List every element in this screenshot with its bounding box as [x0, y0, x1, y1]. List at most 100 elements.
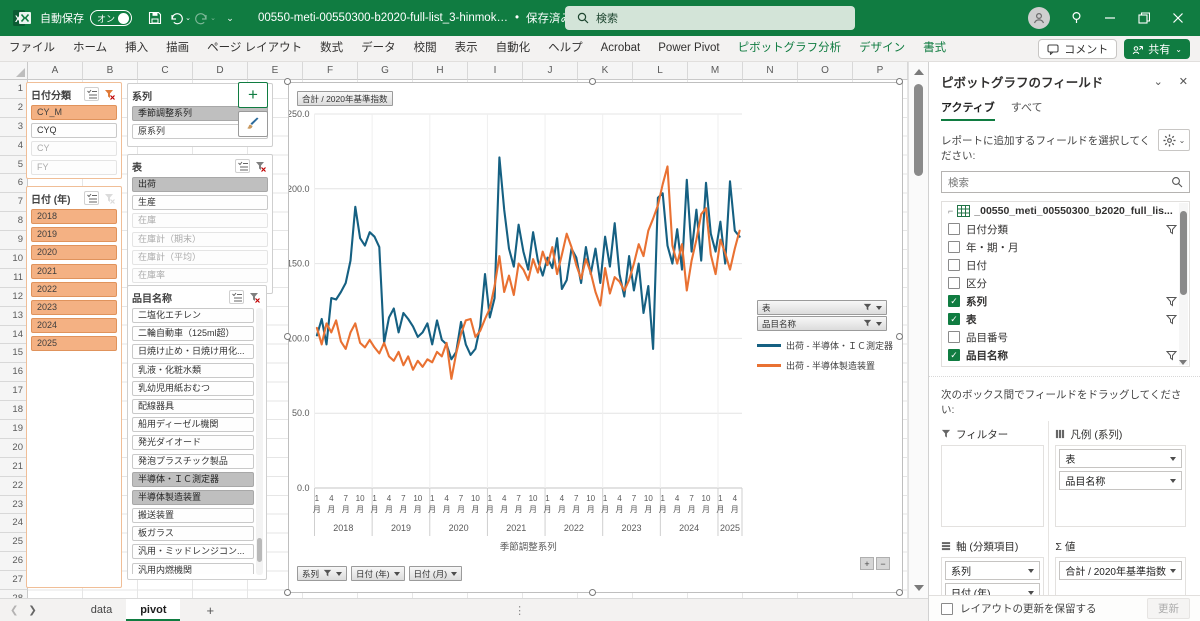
slicer-item[interactable]: 2021 [31, 263, 117, 279]
select-all-corner[interactable] [0, 62, 28, 80]
ribbon-tab-1[interactable]: ファイル [9, 42, 55, 54]
restore-button[interactable] [1136, 10, 1152, 26]
autosave-toggle[interactable]: オン [90, 10, 132, 26]
slicer-table[interactable]: 表 出荷 生産 在庫 在庫計（期末） 在庫計（平均） 在庫率 [127, 154, 273, 294]
slicer-date-class[interactable]: 日付分類 CY_M CYQ CY FY [26, 82, 122, 179]
tabstrip-resize-handle[interactable]: ⋮ [514, 604, 526, 617]
slicer-item[interactable]: 板ガラス [132, 526, 254, 542]
row-header-25[interactable]: 25 [0, 533, 28, 553]
chart-handle-sw[interactable] [284, 589, 291, 596]
add-sheet-button[interactable]: + [206, 602, 215, 618]
column-header-J[interactable]: J [523, 62, 578, 80]
row-header-19[interactable]: 19 [0, 420, 28, 439]
field-list-item[interactable]: 日付 [942, 256, 1189, 274]
multiselect-icon[interactable] [235, 159, 250, 173]
ribbon-tab-12[interactable]: Acrobat [600, 42, 641, 54]
row-header-3[interactable]: 3 [0, 117, 28, 137]
slicer-item[interactable]: 乳液・化粧水類 [132, 362, 254, 378]
slicer-item[interactable]: 乳幼児用紙おむつ [132, 380, 254, 396]
tab-active-fields[interactable]: アクティブ [941, 99, 995, 121]
column-header-B[interactable]: B [83, 62, 138, 80]
clear-filter-icon[interactable] [102, 191, 117, 205]
slicer-item-name[interactable]: 品目名称 二塩化エチレン 二輪自動車（125ml超） 日焼け止め・日焼け用化... 乳… [127, 285, 267, 580]
column-header-K[interactable]: K [578, 62, 633, 80]
ribbon-tab-2[interactable]: ホーム [73, 42, 108, 54]
row-header-4[interactable]: 4 [0, 136, 28, 156]
row-header-17[interactable]: 17 [0, 382, 28, 402]
slicer-item[interactable]: CYQ [31, 123, 117, 139]
chart-elements-button[interactable]: + [238, 82, 268, 108]
column-header-N[interactable]: N [743, 62, 798, 80]
slicer-item[interactable]: 二輪自動車（125ml超） [132, 326, 254, 342]
multiselect-icon[interactable] [229, 290, 244, 304]
ribbon-tab-5[interactable]: ページ レイアウト [207, 42, 303, 54]
area-field-pill[interactable]: 合計 / 2020年基準指数 [1059, 561, 1182, 580]
sheet-prev-arrow[interactable]: ❮ [10, 604, 19, 616]
row-header-28[interactable]: 28 [0, 590, 28, 598]
quick-access-more-button[interactable]: ⌄ [226, 12, 234, 23]
legend-entry[interactable]: 出荷 - 半導体製造装置 [757, 355, 889, 375]
row-header-11[interactable]: 11 [0, 268, 28, 288]
row-header-10[interactable]: 10 [0, 250, 28, 269]
slicer-item[interactable]: 2020 [31, 245, 117, 261]
row-header-8[interactable]: 8 [0, 212, 28, 232]
close-button[interactable] [1170, 10, 1186, 26]
row-header-26[interactable]: 26 [0, 552, 28, 572]
slicer-item[interactable]: 在庫計（平均） [132, 249, 268, 265]
slicer-item[interactable]: 搬送装置 [132, 508, 254, 524]
redo-button[interactable]: ⌄ [194, 7, 216, 29]
field-list-item[interactable]: 区分 [942, 274, 1189, 292]
column-header-F[interactable]: F [303, 62, 358, 80]
minimize-button[interactable] [1102, 10, 1118, 26]
row-header-9[interactable]: 9 [0, 231, 28, 251]
expand-field-button[interactable]: + [860, 557, 874, 570]
axis-field-button[interactable]: 日付 (月) [408, 566, 463, 581]
row-headers[interactable]: 1 2 3 4 5 6 7 8 9 10 11 12 13 14 15 16 17 18 19 20 21 22 23 24 2… [0, 80, 28, 598]
legend-item-field-button[interactable]: 品目名称 [757, 316, 887, 331]
area-field-pill[interactable]: 品目名称 [1059, 471, 1182, 490]
legend-drop-zone[interactable]: 表品目名称 [1055, 445, 1186, 527]
sheet-tab-pivot[interactable]: pivot [126, 599, 181, 621]
row-header-1[interactable]: 1 [0, 80, 28, 99]
chart-series-line[interactable] [315, 156, 741, 361]
field-checkbox[interactable] [948, 259, 960, 271]
tips-icon[interactable] [1068, 10, 1084, 26]
column-header-L[interactable]: L [633, 62, 688, 80]
field-list-scroll-down[interactable] [1179, 360, 1187, 365]
area-field-pill[interactable]: 系列 [945, 561, 1041, 580]
chart-handle-se[interactable] [896, 589, 903, 596]
column-header-E[interactable]: E [248, 62, 303, 80]
field-list-scrollbar[interactable] [1179, 203, 1188, 365]
legend-table-field-button[interactable]: 表 [757, 300, 887, 315]
sheet-next-arrow[interactable]: ❯ [28, 604, 37, 616]
undo-button[interactable]: ⌄ [169, 7, 191, 29]
row-header-5[interactable]: 5 [0, 155, 28, 175]
sheet-tab-data[interactable]: data [90, 604, 113, 616]
slicer-item[interactable]: 2018 [31, 209, 117, 224]
column-header-O[interactable]: O [798, 62, 853, 80]
field-checkbox[interactable] [948, 331, 960, 343]
ribbon-tab-6[interactable]: 数式 [320, 42, 344, 54]
clear-filter-icon[interactable] [102, 87, 117, 101]
row-header-14[interactable]: 14 [0, 325, 28, 345]
slicer-item[interactable]: 2022 [31, 281, 117, 297]
ribbon-tab-9[interactable]: 表示 [454, 42, 478, 54]
field-checkbox[interactable]: ✓ [948, 349, 960, 361]
ribbon-tab-14[interactable]: ピボットグラフ分析 [737, 42, 842, 54]
slicer-date-year[interactable]: 日付 (年) 2018 2019 2020 2021 2022 2023 2024 2025 [26, 186, 122, 588]
field-checkbox[interactable] [948, 223, 960, 235]
row-header-18[interactable]: 18 [0, 401, 28, 421]
slicer-item[interactable]: FY [31, 159, 117, 175]
slicer-item[interactable]: 船用ディーゼル機関 [132, 417, 254, 433]
row-header-13[interactable]: 13 [0, 306, 28, 326]
chart-series-line[interactable] [315, 165, 741, 380]
pivot-chart[interactable]: 合計 / 2020年基準指数 0.0 50.0 100.0 150.0 200.0 250… [287, 82, 903, 593]
filter-icon[interactable] [1166, 350, 1177, 361]
vertical-scrollbar-thumb[interactable] [914, 84, 923, 176]
ribbon-tab-10[interactable]: 自動化 [495, 42, 531, 54]
axis-field-button[interactable]: 日付 (年) [351, 566, 405, 581]
slicer-item[interactable]: 生産 [132, 195, 268, 211]
column-header-I[interactable]: I [468, 62, 523, 80]
row-header-20[interactable]: 20 [0, 438, 28, 458]
slicer-item[interactable]: 汎用内燃機関 [132, 562, 254, 574]
